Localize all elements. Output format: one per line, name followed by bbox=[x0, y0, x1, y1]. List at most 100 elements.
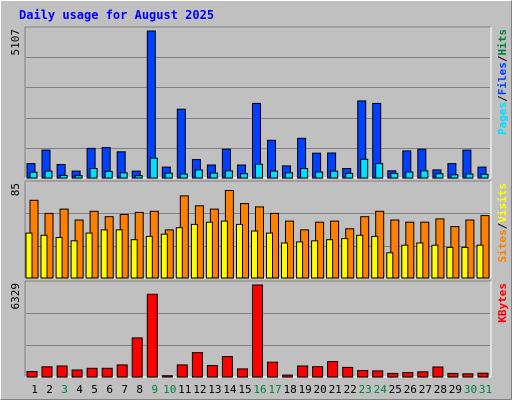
x-tick-label: 31 bbox=[479, 383, 492, 396]
visits-bar bbox=[416, 242, 424, 279]
kbytes-bar bbox=[237, 368, 248, 378]
x-tick-label: 26 bbox=[404, 383, 417, 396]
visits-bar bbox=[175, 227, 183, 279]
visits-bar bbox=[251, 230, 258, 279]
visits-bar bbox=[461, 246, 469, 279]
legend-entry: / bbox=[496, 95, 509, 102]
pages-bar bbox=[59, 174, 68, 179]
visits-bar bbox=[476, 244, 484, 279]
pages-bar bbox=[345, 172, 354, 179]
x-tick-label: 24 bbox=[374, 383, 388, 396]
chart-title: Daily usage for August 2025 bbox=[19, 8, 214, 22]
kbytes-bar bbox=[312, 366, 324, 378]
pages-bar bbox=[435, 173, 444, 179]
pages-bar bbox=[194, 169, 203, 179]
x-tick-label: 16 bbox=[253, 383, 266, 396]
x-tick-label: 9 bbox=[151, 383, 158, 396]
x-tick-label: 22 bbox=[344, 383, 357, 396]
y-max-label: 6329 bbox=[9, 283, 22, 310]
kbytes-bar bbox=[56, 365, 68, 378]
visits-bar bbox=[371, 235, 379, 279]
legend-entry: / bbox=[496, 55, 509, 62]
x-tick-label: 21 bbox=[329, 383, 342, 396]
legend: Sites/Visits bbox=[496, 183, 509, 263]
pages-bar bbox=[104, 170, 113, 179]
kbytes-bar bbox=[357, 370, 369, 378]
pages-bar bbox=[465, 173, 474, 179]
kbytes-bar bbox=[161, 375, 173, 378]
visits-bar bbox=[356, 234, 364, 279]
visits-bar bbox=[326, 239, 334, 279]
kbytes-bar bbox=[176, 364, 188, 378]
x-tick-label: 7 bbox=[121, 383, 128, 396]
x-tick-label: 27 bbox=[419, 383, 432, 396]
kbytes-bar bbox=[131, 337, 143, 378]
x-tick-label: 8 bbox=[136, 383, 143, 396]
pages-bar bbox=[255, 163, 263, 179]
x-axis-labels: 1 2 3 4 5 6 7 8 9 10 11 12 13 14 15 16 17 18 19 20 21 22 23 24 2… bbox=[31, 383, 492, 396]
visits-bar bbox=[386, 252, 394, 279]
kbytes-bar bbox=[71, 369, 83, 378]
visits-bar bbox=[220, 220, 228, 279]
pages-bar bbox=[390, 172, 399, 179]
kbytes-bar bbox=[282, 374, 293, 378]
kbytes-bar bbox=[116, 364, 128, 378]
pages-bar bbox=[285, 172, 293, 179]
pages-bar bbox=[164, 172, 173, 179]
legend-entry: Hits bbox=[496, 29, 509, 56]
x-tick-label: 19 bbox=[298, 383, 311, 396]
visits-bar bbox=[236, 223, 243, 279]
kbytes-bar bbox=[372, 370, 384, 378]
visits-bar bbox=[205, 221, 213, 279]
pages-bar bbox=[74, 175, 83, 179]
x-tick-label: 1 bbox=[31, 383, 38, 396]
pages-bar bbox=[270, 170, 278, 179]
x-tick-label: 25 bbox=[389, 383, 402, 396]
pages-bar bbox=[405, 171, 414, 179]
pages-bar bbox=[375, 163, 384, 179]
legend-entry: Files bbox=[496, 62, 509, 95]
files-bar bbox=[146, 30, 156, 179]
pages-bar bbox=[480, 173, 489, 179]
visits-bar bbox=[130, 239, 138, 279]
pages-bar bbox=[224, 170, 233, 179]
legend-entry: Visits bbox=[496, 183, 509, 223]
visits-bar bbox=[145, 235, 153, 279]
legend: Pages/Files/Hits bbox=[496, 29, 509, 135]
x-tick-label: 3 bbox=[61, 383, 68, 396]
kbytes-bar bbox=[462, 373, 474, 378]
pages-bar bbox=[240, 173, 248, 179]
visits-bar bbox=[401, 244, 409, 279]
pages-bar bbox=[44, 170, 53, 179]
visits-bar bbox=[40, 234, 48, 279]
sites-bar bbox=[390, 219, 400, 279]
pages-bar bbox=[179, 173, 188, 179]
visits-bar bbox=[85, 232, 93, 279]
kbytes-bar bbox=[86, 367, 98, 378]
kbytes-panel: 6329 KBytes bbox=[9, 280, 509, 378]
x-tick-label: 20 bbox=[313, 383, 326, 396]
visits-bar bbox=[100, 229, 108, 279]
legend-entry: KBytes bbox=[496, 283, 509, 323]
x-tick-label: 23 bbox=[359, 383, 372, 396]
visits-bar bbox=[190, 223, 198, 279]
pages-bar bbox=[300, 168, 309, 179]
visits-bar bbox=[55, 237, 63, 279]
x-tick-label: 13 bbox=[208, 383, 221, 396]
kbytes-bar bbox=[267, 361, 278, 378]
pages-bar bbox=[29, 171, 38, 179]
kbytes-bar bbox=[402, 372, 414, 378]
pages-bar bbox=[119, 172, 128, 179]
visits-bar bbox=[160, 233, 168, 279]
kbytes-bar bbox=[191, 352, 203, 378]
pages-bar bbox=[315, 171, 324, 179]
x-tick-label: 12 bbox=[193, 383, 206, 396]
x-tick-label: 4 bbox=[76, 383, 83, 396]
kbytes-bar bbox=[417, 371, 429, 378]
kbytes-bar bbox=[252, 284, 263, 378]
x-tick-label: 28 bbox=[434, 383, 447, 396]
kbytes-bar bbox=[477, 372, 489, 378]
kbytes-bar bbox=[26, 371, 38, 378]
